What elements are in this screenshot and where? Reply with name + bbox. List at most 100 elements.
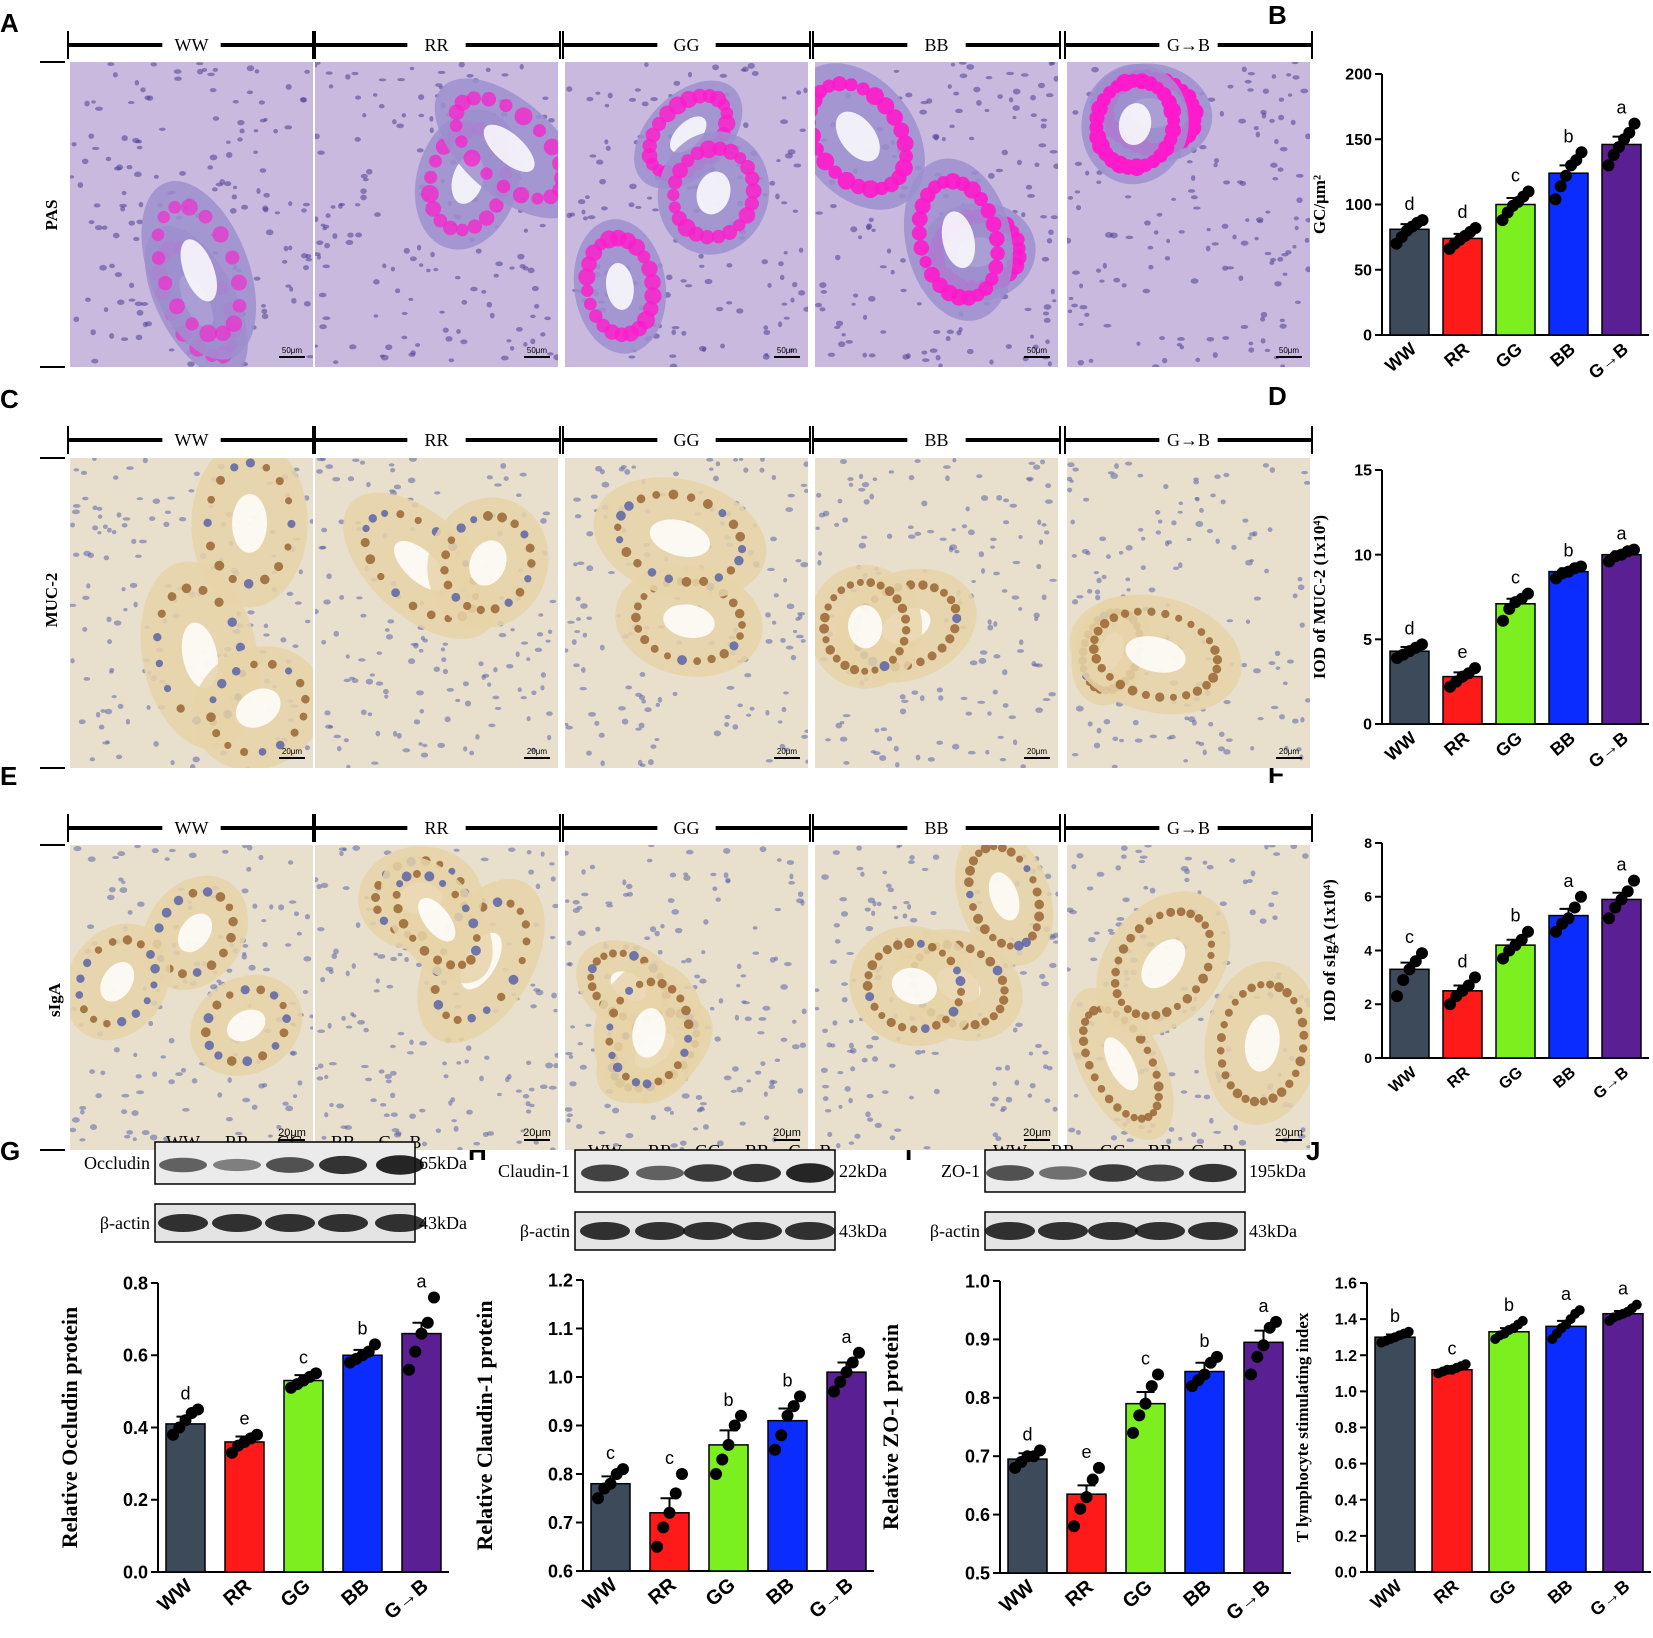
x-tick-label: GG	[277, 1575, 315, 1612]
nucleus	[420, 752, 429, 758]
y-axis-label: GC/μm²	[1310, 175, 1329, 234]
nucleus	[1190, 175, 1196, 181]
tissue-image	[315, 458, 558, 768]
nucleus	[822, 1096, 829, 1102]
nucleus	[303, 301, 311, 307]
crypt-cell	[1130, 1113, 1138, 1122]
nucleus	[437, 70, 446, 75]
nucleus	[1115, 865, 1122, 871]
crypt-cell	[942, 1015, 950, 1024]
nucleus	[261, 313, 269, 320]
crypt-cell	[203, 518, 212, 527]
y-tick-label: 0	[1363, 328, 1372, 345]
nucleus	[786, 860, 795, 866]
nucleus	[1000, 1108, 1006, 1112]
nucleus	[1118, 738, 1125, 743]
crypt-cell	[968, 856, 979, 866]
x-tick-label: BB	[1544, 1576, 1577, 1608]
nucleus	[1268, 902, 1275, 908]
nucleus	[349, 344, 357, 350]
y-axis-label: Relative ZO-1 protein	[878, 1324, 903, 1530]
nucleus	[273, 128, 278, 134]
nucleus	[446, 687, 454, 692]
nucleus	[848, 1019, 854, 1024]
nucleus	[493, 667, 498, 673]
nucleus	[1019, 971, 1027, 975]
nucleus	[1260, 109, 1267, 115]
nucleus	[1012, 105, 1020, 111]
significance-letter: e	[1081, 1442, 1091, 1462]
nucleus	[360, 194, 367, 201]
crypt-cell	[1145, 917, 1154, 925]
nucleus	[539, 1084, 548, 1090]
control-band	[265, 1214, 315, 1232]
crypt-cell	[939, 588, 948, 597]
nucleus	[726, 301, 733, 305]
nucleus	[333, 734, 341, 739]
nucleus	[800, 483, 808, 487]
group-header-label: WW	[175, 35, 209, 55]
nucleus	[981, 568, 986, 574]
nucleus	[371, 761, 379, 765]
panel-letter-d: D	[1268, 381, 1287, 411]
crypt-cell	[1182, 691, 1191, 700]
nucleus	[1249, 909, 1256, 916]
nucleus	[1213, 158, 1219, 164]
nucleus	[945, 335, 951, 342]
nucleus	[1110, 473, 1119, 479]
crypt-cell	[877, 97, 895, 115]
crypt-cell	[950, 624, 960, 634]
crypt-cell	[131, 1009, 141, 1018]
nucleus	[762, 1005, 771, 1011]
nucleus	[744, 673, 752, 678]
crypt-cell	[1154, 1092, 1163, 1102]
crypt-cell	[451, 890, 459, 899]
nucleus	[356, 596, 363, 600]
panel-letter-e: E	[0, 761, 17, 791]
nucleus	[1274, 138, 1279, 145]
nucleus	[419, 708, 425, 714]
crypt-cell	[673, 1061, 682, 1070]
target-band	[733, 1163, 781, 1183]
nucleus	[319, 324, 327, 330]
nucleus	[1279, 323, 1287, 329]
nucleus	[1171, 520, 1177, 526]
nucleus	[1093, 570, 1100, 575]
scale-bar-label: 20μm	[1275, 1127, 1303, 1139]
nucleus	[1124, 461, 1133, 466]
crypt-cell	[819, 623, 830, 634]
bar-G→B	[826, 1371, 867, 1572]
nucleus	[1219, 901, 1227, 907]
nucleus	[304, 745, 310, 751]
nucleus	[380, 1103, 387, 1107]
nucleus	[78, 719, 86, 725]
nucleus	[1213, 163, 1218, 168]
nucleus	[669, 872, 677, 878]
nucleus	[132, 137, 140, 144]
nucleus	[324, 710, 331, 716]
y-tick-label: 50	[1354, 262, 1372, 279]
crypt-lumen	[696, 171, 731, 215]
crypt-cell	[861, 667, 869, 675]
nucleus	[95, 711, 101, 718]
crypt-cell	[258, 1051, 268, 1061]
nucleus	[1206, 227, 1211, 232]
nucleus	[1136, 341, 1141, 346]
nucleus	[1168, 1072, 1176, 1077]
tissue-image	[70, 458, 313, 768]
crypt-cell	[871, 666, 879, 674]
crypt-cell	[391, 588, 400, 598]
nucleus	[248, 964, 256, 971]
blot-control-kda: 43kDa	[1249, 1221, 1297, 1241]
y-axis-label: Relative Claudin-1 protein	[472, 1300, 497, 1550]
crypt-lumen	[232, 494, 268, 553]
nucleus	[747, 62, 755, 69]
nucleus	[590, 494, 598, 499]
nucleus	[366, 481, 371, 488]
crypt-cell	[448, 867, 456, 875]
nucleus	[442, 668, 449, 675]
nucleus	[546, 711, 553, 716]
nucleus	[91, 458, 97, 461]
crypt-cell	[476, 605, 485, 615]
nucleus	[932, 854, 940, 860]
